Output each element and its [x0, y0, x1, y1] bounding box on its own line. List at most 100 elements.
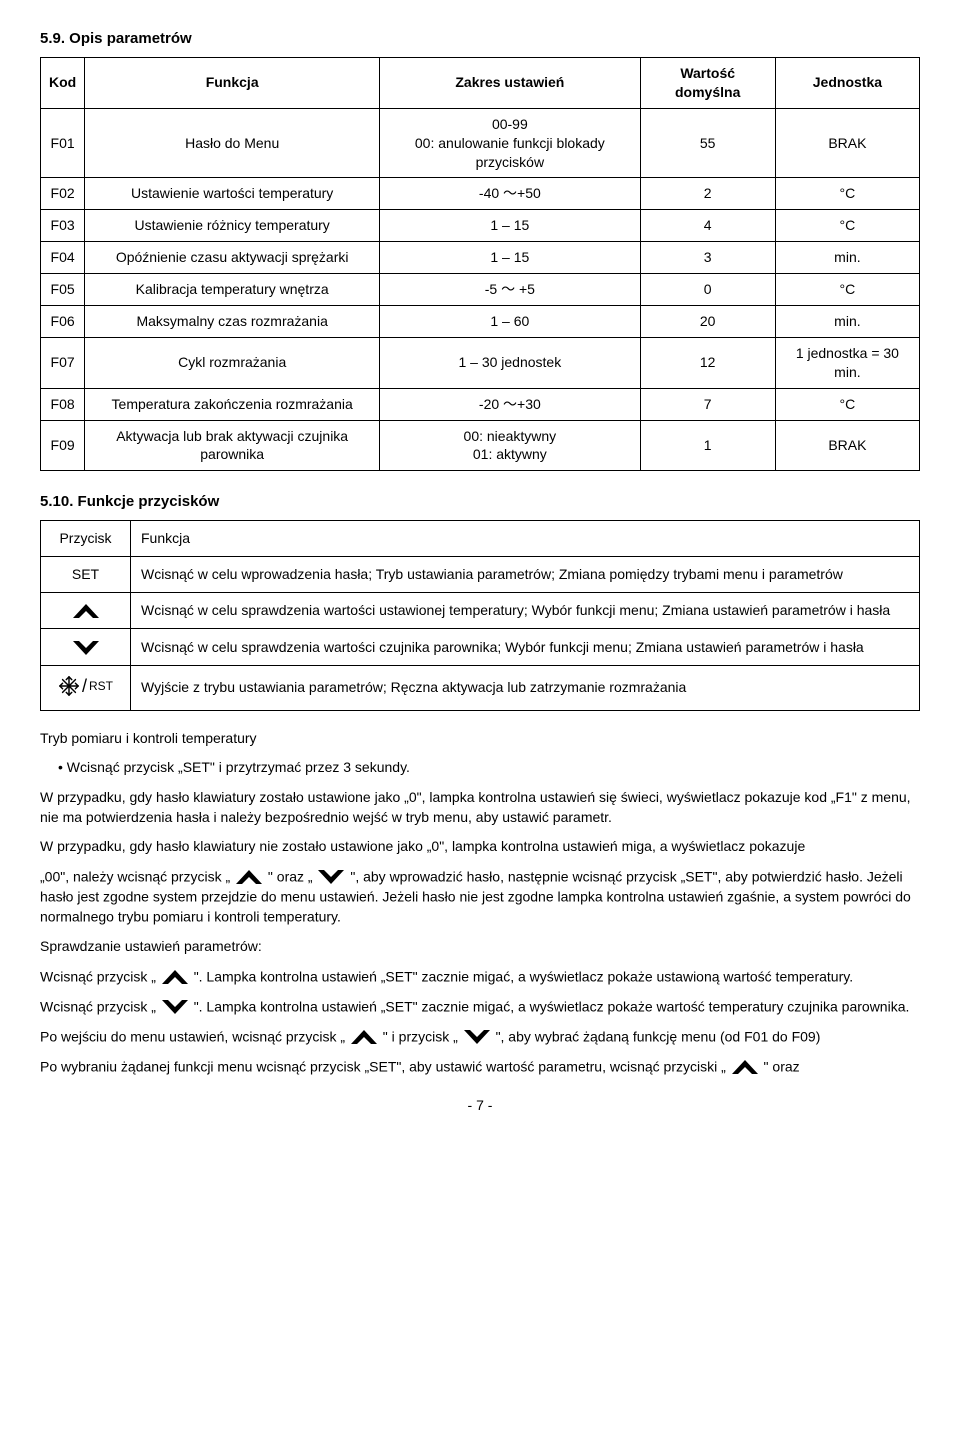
cell-zakres: 1 – 30 jednostek	[380, 337, 640, 388]
chevron-down-icon	[160, 998, 190, 1016]
p4-1: Wcisnąć przycisk „	[40, 968, 156, 984]
cell-jednostka: °C	[775, 178, 919, 210]
set-desc: Wcisnąć w celu wprowadzenia hasła; Tryb …	[131, 557, 920, 593]
cell-funkcja: Aktywacja lub brak aktywacji czujnika pa…	[85, 420, 380, 471]
funcs-row-rst: /RST Wyjście z trybu ustawiania parametr…	[41, 665, 920, 710]
p6-1: Po wejściu do menu ustawień, wcisnąć prz…	[40, 1028, 345, 1044]
funcs-col-przycisk: Przycisk	[41, 521, 131, 557]
col-jednostka: Jednostka	[775, 58, 919, 109]
funcs-col-funkcja: Funkcja	[131, 521, 920, 557]
table-row: F01Hasło do Menu00-9900: anulowanie funk…	[41, 108, 920, 178]
chevron-up-icon	[71, 602, 101, 620]
cell-jednostka: BRAK	[775, 108, 919, 178]
cell-funkcja: Cykl rozmrażania	[85, 337, 380, 388]
cell-kod: F06	[41, 306, 85, 338]
sprawdzanie-heading: Sprawdzanie ustawień parametrów:	[40, 937, 920, 957]
rst-desc: Wyjście z trybu ustawiania parametrów; R…	[131, 665, 920, 710]
cell-funkcja: Kalibracja temperatury wnętrza	[85, 274, 380, 306]
cell-domyslna: 55	[640, 108, 775, 178]
down-desc: Wcisnąć w celu sprawdzenia wartości czuj…	[131, 629, 920, 665]
para-haslo-0: W przypadku, gdy hasło klawiatury został…	[40, 788, 920, 827]
params-header-row: Kod Funkcja Zakres ustawień Wartość domy…	[41, 58, 920, 109]
table-row: F08Temperatura zakończenia rozmrażania-2…	[41, 388, 920, 420]
up-icon-cell	[41, 593, 131, 629]
chevron-up-icon	[349, 1028, 379, 1046]
cell-zakres: 1 – 15	[380, 210, 640, 242]
cell-domyslna: 12	[640, 337, 775, 388]
cell-funkcja: Maksymalny czas rozmrażania	[85, 306, 380, 338]
funcs-header-row: Przycisk Funkcja	[41, 521, 920, 557]
p7-2: " oraz	[764, 1058, 800, 1074]
snowflake-icon	[58, 675, 80, 697]
col-kod: Kod	[41, 58, 85, 109]
cell-kod: F04	[41, 242, 85, 274]
p5-2: ". Lampka kontrolna ustawień „SET" zaczn…	[194, 998, 910, 1014]
col-funkcja: Funkcja	[85, 58, 380, 109]
cell-kod: F07	[41, 337, 85, 388]
cell-funkcja: Opóźnienie czasu aktywacji sprężarki	[85, 242, 380, 274]
cell-jednostka: °C	[775, 210, 919, 242]
cell-domyslna: 0	[640, 274, 775, 306]
col-zakres: Zakres ustawień	[380, 58, 640, 109]
cell-jednostka: °C	[775, 274, 919, 306]
cell-jednostka: BRAK	[775, 420, 919, 471]
params-table: Kod Funkcja Zakres ustawień Wartość domy…	[40, 57, 920, 471]
cell-kod: F05	[41, 274, 85, 306]
cell-domyslna: 1	[640, 420, 775, 471]
chevron-up-icon	[234, 868, 264, 886]
down-icon-cell	[41, 629, 131, 665]
cell-jednostka: °C	[775, 388, 919, 420]
funcs-table: Przycisk Funkcja SET Wcisnąć w celu wpro…	[40, 520, 920, 710]
cell-jednostka: min.	[775, 306, 919, 338]
cell-zakres: 1 – 15	[380, 242, 640, 274]
funcs-row-up: Wcisnąć w celu sprawdzenia wartości usta…	[41, 593, 920, 629]
cell-domyslna: 20	[640, 306, 775, 338]
chevron-down-icon	[316, 868, 346, 886]
para-haslo-nie0-a: W przypadku, gdy hasło klawiatury nie zo…	[40, 837, 920, 857]
table-row: F03Ustawienie różnicy temperatury1 – 154…	[41, 210, 920, 242]
rst-icon-cell: /RST	[41, 665, 131, 710]
cell-jednostka: 1 jednostka = 30 min.	[775, 337, 919, 388]
section-heading-opis: 5.9. Opis parametrów	[40, 30, 920, 47]
table-row: F07Cykl rozmrażania1 – 30 jednostek121 j…	[41, 337, 920, 388]
cell-zakres: -40 ～+50	[380, 178, 640, 210]
p6-3: ", aby wybrać żądaną funkcję menu (od F0…	[496, 1028, 821, 1044]
chevron-up-icon	[730, 1058, 760, 1076]
p6-2: " i przycisk „	[383, 1028, 458, 1044]
tryb-heading: Tryb pomiaru i kontroli temperatury	[40, 729, 920, 749]
cell-kod: F08	[41, 388, 85, 420]
cell-kod: F03	[41, 210, 85, 242]
page-number: - 7 -	[40, 1097, 920, 1113]
chevron-down-icon	[462, 1028, 492, 1046]
cell-funkcja: Ustawienie wartości temperatury	[85, 178, 380, 210]
funcs-row-down: Wcisnąć w celu sprawdzenia wartości czuj…	[41, 629, 920, 665]
cell-kod: F02	[41, 178, 85, 210]
cell-zakres: -20 ～+30	[380, 388, 640, 420]
cell-zakres: -5 ～ +5	[380, 274, 640, 306]
chevron-down-icon	[71, 639, 101, 657]
cell-funkcja: Ustawienie różnicy temperatury	[85, 210, 380, 242]
cell-domyslna: 4	[640, 210, 775, 242]
para-menu-select: Po wejściu do menu ustawień, wcisnąć prz…	[40, 1027, 920, 1047]
p4-2: ". Lampka kontrolna ustawień „SET" zaczn…	[194, 968, 853, 984]
table-row: F06Maksymalny czas rozmrażania1 – 6020mi…	[41, 306, 920, 338]
up-desc: Wcisnąć w celu sprawdzenia wartości usta…	[131, 593, 920, 629]
p2b-1: „00", należy wcisnąć przycisk „	[40, 868, 230, 884]
para-wcisnac-up: Wcisnąć przycisk „ ". Lampka kontrolna u…	[40, 967, 920, 987]
p5-1: Wcisnąć przycisk „	[40, 998, 156, 1014]
chevron-up-icon	[160, 968, 190, 986]
cell-zakres: 1 – 60	[380, 306, 640, 338]
para-wcisnac-down: Wcisnąć przycisk „ ". Lampka kontrolna u…	[40, 997, 920, 1017]
cell-zakres: 00-9900: anulowanie funkcji blokady przy…	[380, 108, 640, 178]
table-row: F05Kalibracja temperatury wnętrza-5 ～ +5…	[41, 274, 920, 306]
cell-domyslna: 3	[640, 242, 775, 274]
cell-domyslna: 2	[640, 178, 775, 210]
table-row: F02Ustawienie wartości temperatury-40 ～+…	[41, 178, 920, 210]
cell-kod: F01	[41, 108, 85, 178]
para-haslo-nie0-b: „00", należy wcisnąć przycisk „ " oraz „…	[40, 867, 920, 927]
col-domyslna: Wartość domyślna	[640, 58, 775, 109]
cell-funkcja: Hasło do Menu	[85, 108, 380, 178]
section-heading-funkcje: 5.10. Funkcje przycisków	[40, 493, 920, 510]
cell-domyslna: 7	[640, 388, 775, 420]
rst-label: RST	[89, 678, 113, 694]
